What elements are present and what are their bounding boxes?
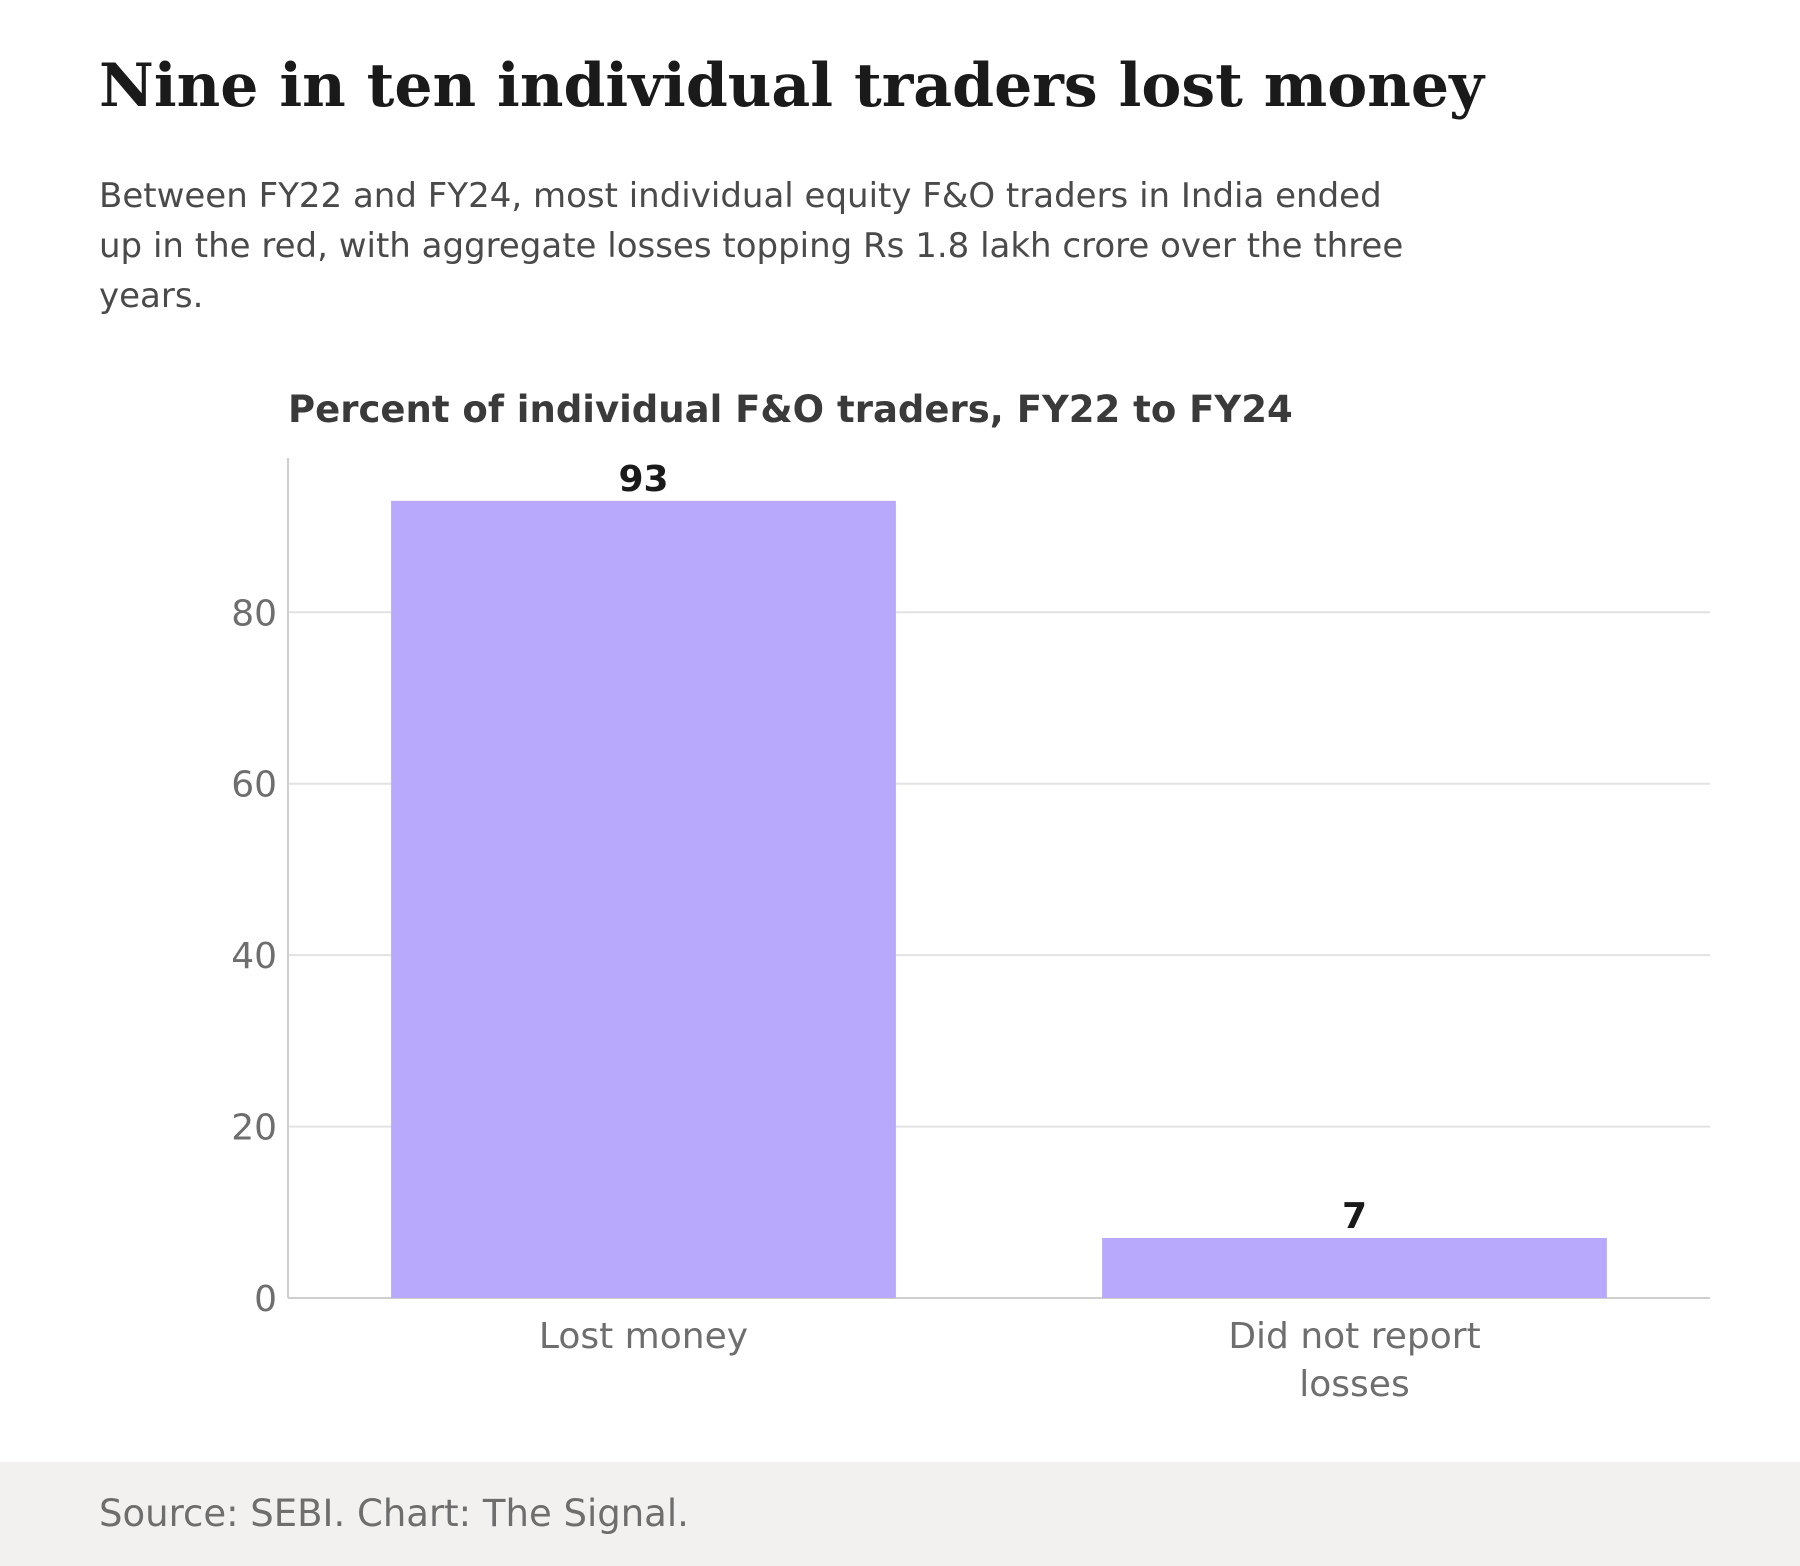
source-note: Source: SEBI. Chart: The Signal. bbox=[99, 1492, 689, 1535]
page-title: Nine in ten individual traders lost mone… bbox=[99, 51, 1484, 121]
bar bbox=[391, 500, 896, 1298]
y-tick-label: 40 bbox=[231, 936, 277, 977]
bar-chart: 0 20 40 60 80 93 Lost money 7 Did not report loss… bbox=[231, 458, 1710, 1405]
x-tick-label: Lost money bbox=[539, 1316, 748, 1357]
footer: Source: SEBI. Chart: The Signal. bbox=[0, 1462, 1800, 1566]
chart-title: Percent of individual F&O traders, FY22 … bbox=[288, 388, 1293, 431]
y-tick-label: 60 bbox=[231, 765, 277, 806]
y-tick-label: 20 bbox=[231, 1108, 277, 1149]
y-tick-label: 0 bbox=[254, 1279, 277, 1320]
data-label: 93 bbox=[618, 459, 668, 500]
bar bbox=[1102, 1238, 1607, 1298]
page-subtitle: Between FY22 and FY24, most individual e… bbox=[99, 176, 1404, 316]
x-tick-label: Did not report losses bbox=[1228, 1316, 1480, 1405]
data-label: 7 bbox=[1342, 1196, 1367, 1237]
y-tick-label: 80 bbox=[231, 593, 277, 634]
